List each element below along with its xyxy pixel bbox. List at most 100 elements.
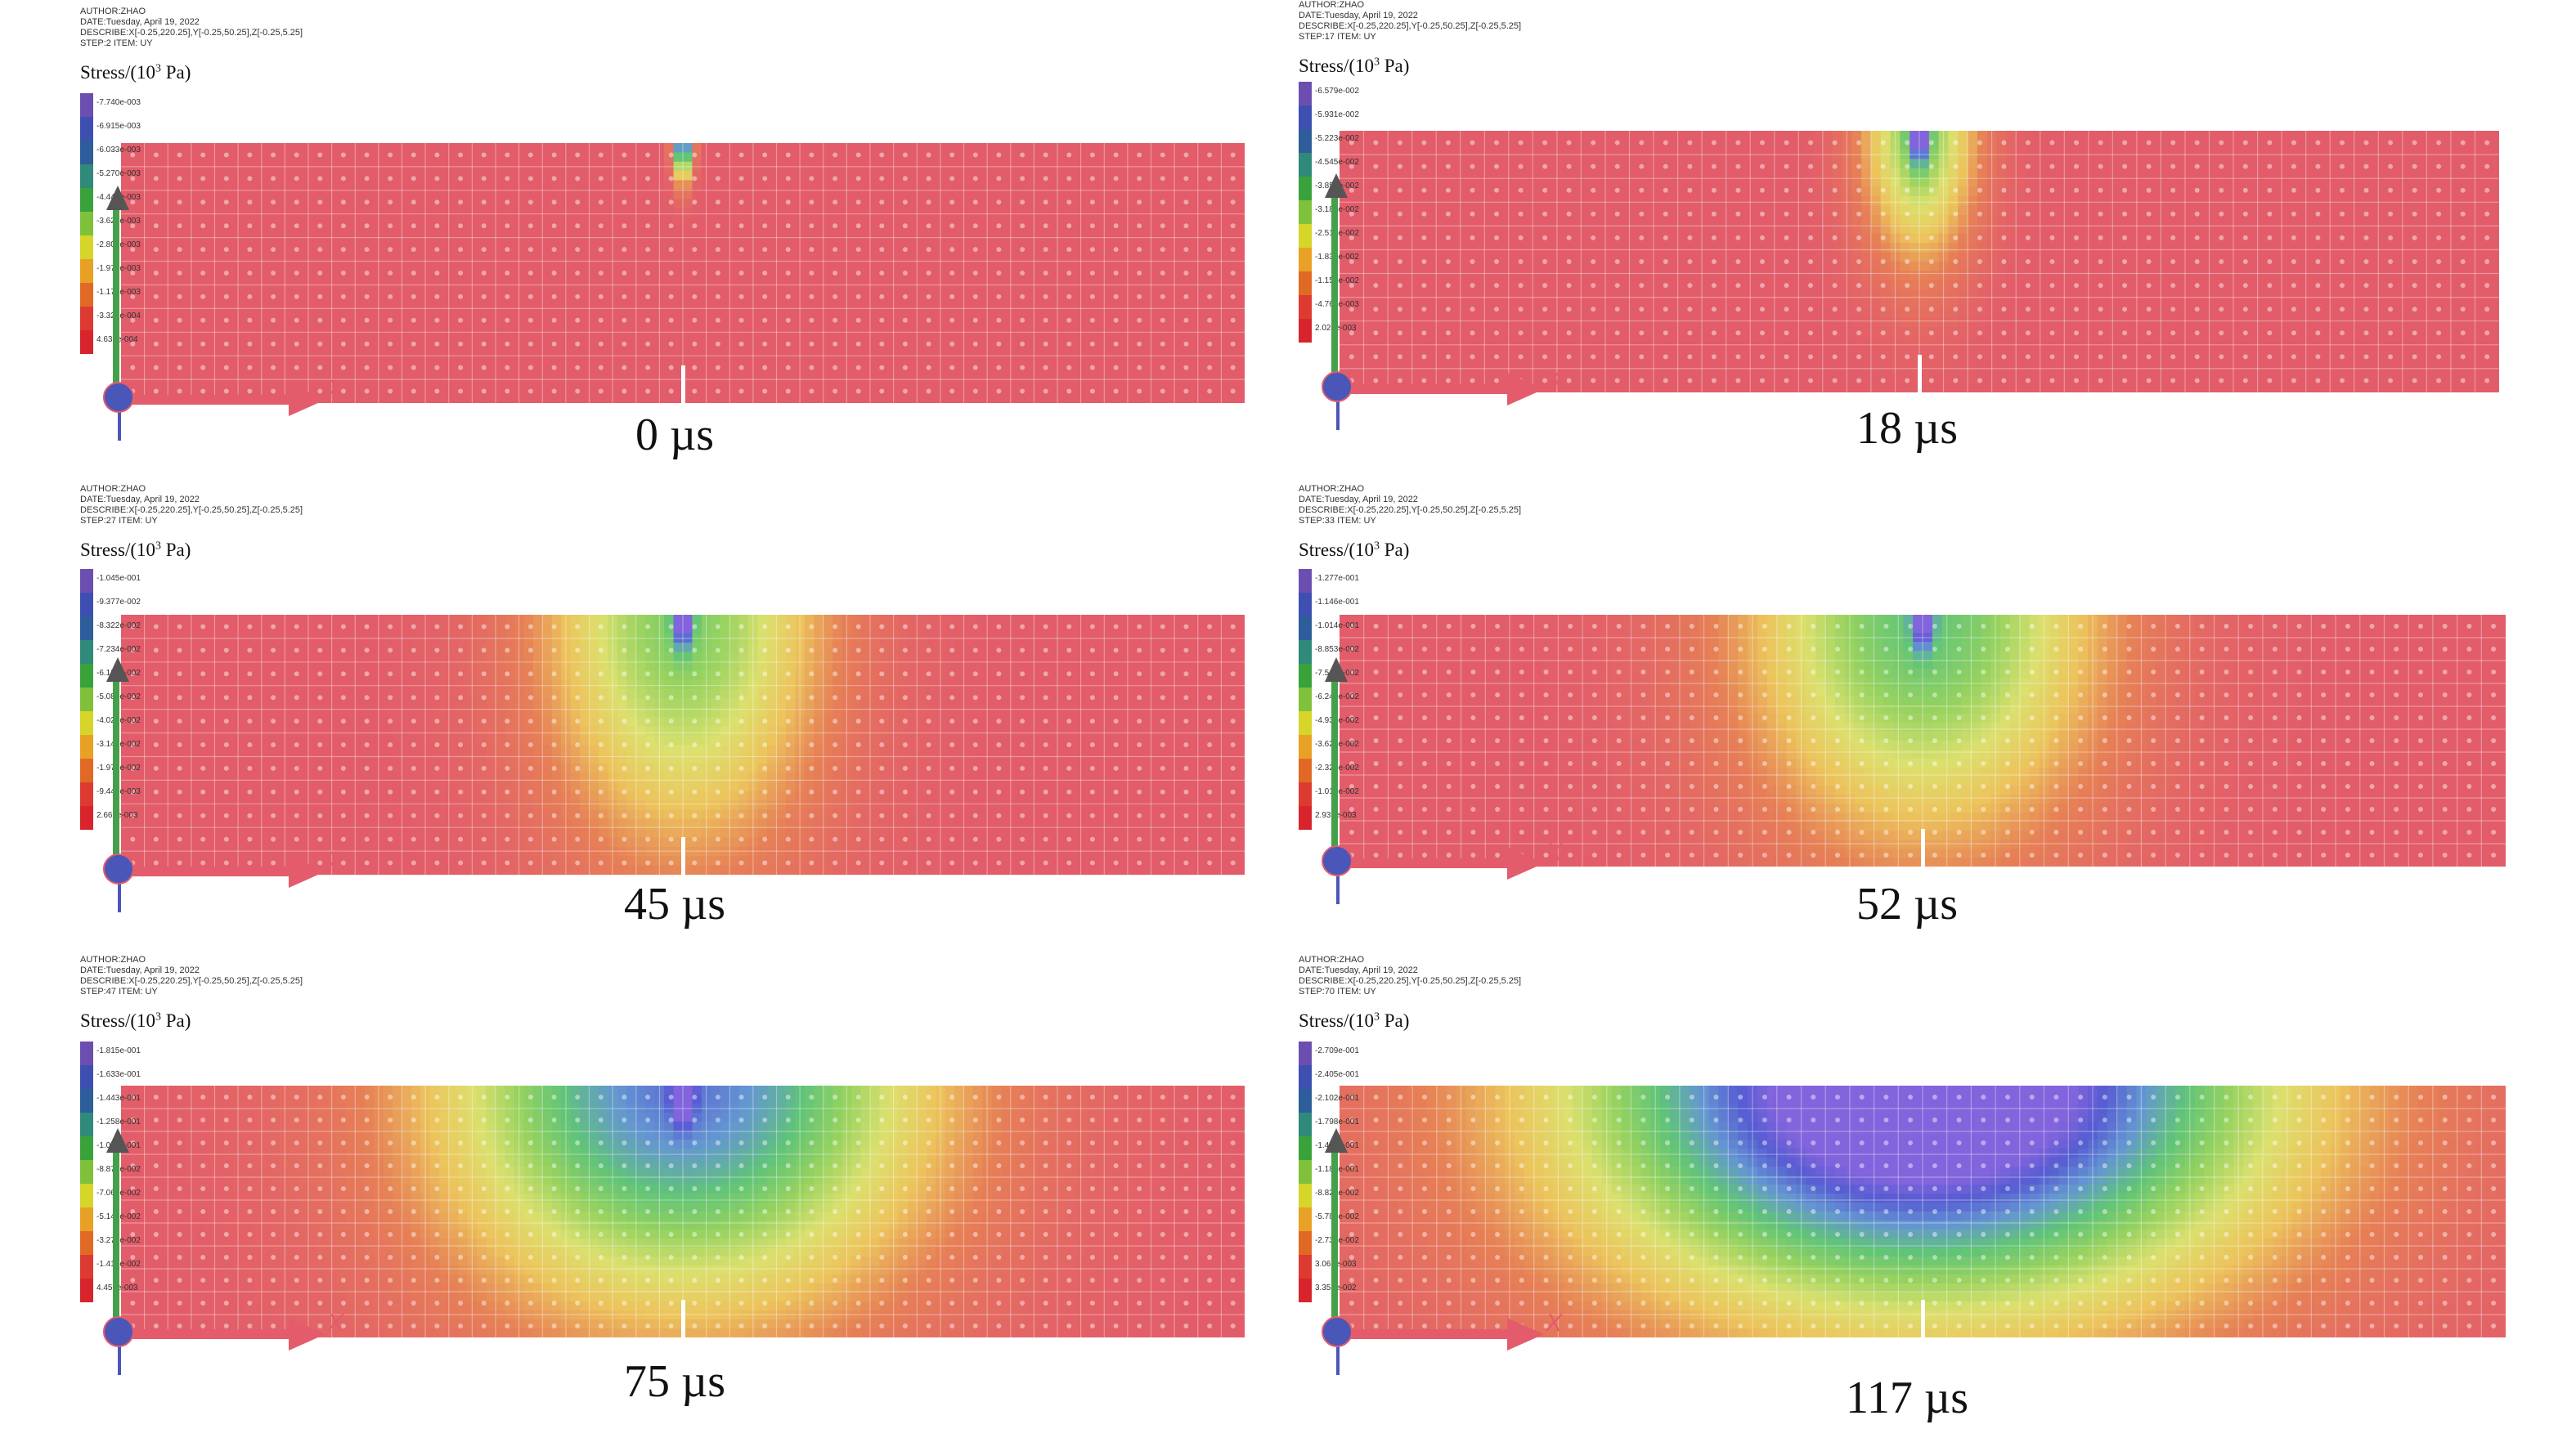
contour-cell [317, 217, 328, 227]
contour-cell [1066, 338, 1077, 348]
contour-cell [1207, 244, 1218, 255]
contour-cell [1020, 356, 1030, 367]
legend-swatch [80, 235, 93, 259]
contour-cell [1020, 152, 1030, 163]
contour-cell [1813, 140, 1824, 150]
contour-cell [692, 393, 702, 403]
contour-cell [158, 171, 168, 181]
contour-cell [1861, 196, 1872, 207]
contour-cell [2287, 196, 2297, 207]
contour-cell [1188, 152, 1199, 163]
mesh-node [200, 152, 206, 158]
contour-cell [991, 374, 1002, 385]
contour-cell [214, 143, 225, 153]
contour-cell [757, 319, 768, 329]
contour-cell [355, 244, 366, 255]
contour-cell [738, 143, 749, 153]
contour-cell [1774, 177, 1785, 188]
contour-cell [1123, 254, 1133, 265]
mesh-node [1113, 317, 1119, 323]
contour-cell [635, 189, 646, 199]
contour-cell [2450, 159, 2462, 169]
contour-cell [982, 319, 993, 329]
contour-cell [308, 384, 319, 395]
contour-cell [2006, 131, 2017, 141]
contour-cell [1188, 384, 1199, 395]
contour-cell [617, 301, 627, 311]
contour-cell [1020, 329, 1030, 339]
contour-cell [1075, 199, 1086, 209]
contour-cell [645, 199, 656, 209]
contour-cell [926, 393, 936, 403]
contour-cell [2054, 159, 2065, 169]
mesh-node [996, 293, 1002, 299]
contour-cell [1358, 168, 1370, 178]
contour-cell [2354, 196, 2365, 207]
contour-cell [411, 393, 421, 403]
contour-cell [561, 338, 572, 348]
contour-cell [673, 282, 684, 293]
contour-cell [2489, 159, 2499, 169]
contour-cell [664, 273, 675, 283]
mesh-node [364, 317, 370, 323]
contour-cell [776, 189, 787, 199]
contour-cell [683, 393, 693, 403]
contour-cell [1048, 199, 1058, 209]
contour-cell [917, 291, 927, 302]
mesh-node [622, 388, 627, 394]
contour-cell [589, 310, 599, 320]
contour-cell [1113, 235, 1124, 246]
contour-cell [542, 319, 553, 329]
contour-cell [561, 189, 572, 199]
contour-cell [393, 263, 403, 274]
contour-cell [608, 338, 618, 348]
contour-cell [514, 152, 524, 163]
contour-cell [1010, 180, 1021, 190]
contour-cell [1142, 180, 1152, 190]
contour-cell [496, 152, 506, 163]
contour-cell [982, 180, 993, 190]
contour-cell [195, 365, 206, 376]
contour-cell [280, 217, 290, 227]
contour-cell [608, 180, 618, 190]
contour-cell [429, 310, 440, 320]
contour-cell [1216, 244, 1227, 255]
contour-cell [982, 282, 993, 293]
contour-cell [1803, 140, 1814, 150]
contour-cell [692, 301, 702, 311]
contour-cell [748, 301, 759, 311]
contour-cell [580, 356, 590, 367]
contour-cell [841, 189, 852, 199]
contour-cell [2074, 196, 2085, 207]
contour-cell [1581, 168, 1591, 178]
contour-cell [2421, 131, 2432, 141]
contour-cell [757, 180, 768, 190]
contour-cell [1123, 273, 1133, 283]
contour-cell [1160, 143, 1170, 153]
contour-cell [364, 143, 375, 153]
contour-cell [841, 199, 852, 209]
contour-cell [1066, 365, 1077, 376]
contour-cell [945, 217, 955, 227]
contour-cell [2035, 177, 2046, 188]
contour-cell [841, 152, 852, 163]
contour-cell [1900, 149, 1910, 159]
contour-cell [1188, 356, 1199, 367]
contour-cell [2257, 149, 2268, 159]
contour-cell [1029, 180, 1039, 190]
contour-cell [195, 273, 206, 283]
contour-cell [2335, 131, 2345, 141]
contour-cell [982, 208, 993, 218]
contour-cell [776, 235, 787, 246]
contour-cell [223, 282, 234, 293]
contour-cell [972, 273, 983, 283]
contour-cell [2237, 186, 2249, 197]
contour-cell [1113, 365, 1124, 376]
contour-cell [701, 161, 711, 172]
contour-cell [280, 263, 290, 274]
contour-cell [2180, 149, 2191, 159]
contour-cell [383, 254, 393, 265]
contour-cell [982, 301, 993, 311]
contour-cell [1048, 263, 1058, 274]
contour-cell [149, 161, 159, 172]
